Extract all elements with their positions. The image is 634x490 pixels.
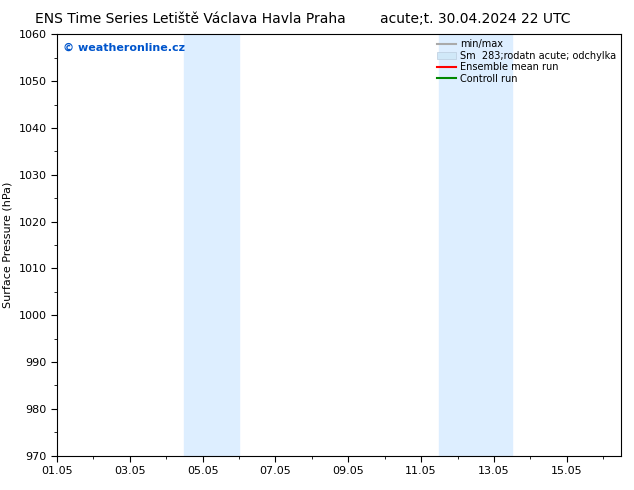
Text: acute;t. 30.04.2024 22 UTC: acute;t. 30.04.2024 22 UTC bbox=[380, 12, 571, 26]
Bar bbox=[439, 34, 512, 456]
Text: © weatheronline.cz: © weatheronline.cz bbox=[63, 43, 184, 53]
Bar bbox=[184, 34, 239, 456]
Y-axis label: Surface Pressure (hPa): Surface Pressure (hPa) bbox=[3, 182, 13, 308]
Text: ENS Time Series Letiště Václava Havla Praha: ENS Time Series Letiště Václava Havla Pr… bbox=[35, 12, 346, 26]
Legend: min/max, Sm  283;rodatn acute; odchylka, Ensemble mean run, Controll run: min/max, Sm 283;rodatn acute; odchylka, … bbox=[437, 39, 616, 83]
